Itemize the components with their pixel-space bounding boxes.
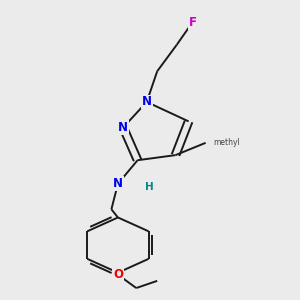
- Text: O: O: [113, 268, 123, 281]
- Text: N: N: [113, 177, 123, 190]
- Text: F: F: [188, 16, 196, 29]
- Text: H: H: [145, 182, 154, 192]
- Text: N: N: [118, 121, 128, 134]
- Text: methyl: methyl: [214, 138, 240, 147]
- Text: N: N: [142, 95, 152, 108]
